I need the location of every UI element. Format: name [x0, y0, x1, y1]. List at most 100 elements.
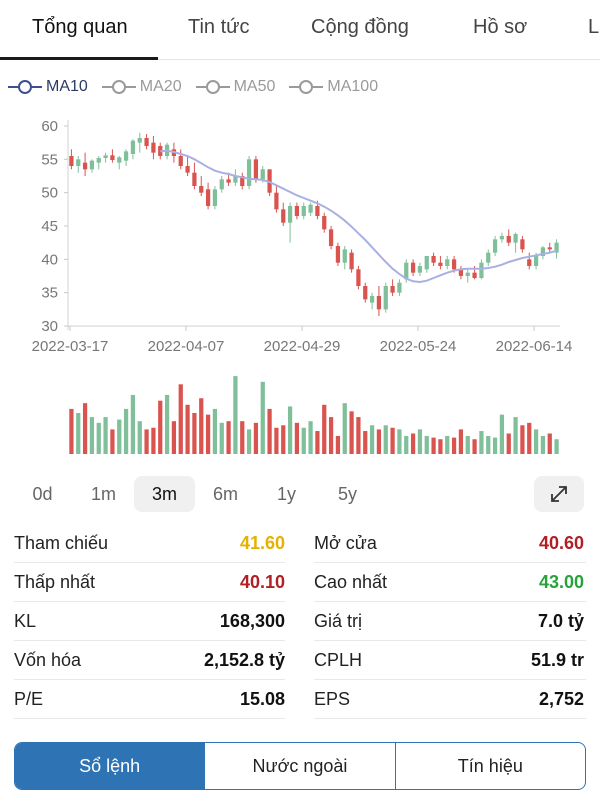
- x-tick-label: 2022-04-07: [148, 338, 225, 355]
- range-1y[interactable]: 1y: [276, 484, 296, 504]
- divider: [314, 640, 586, 641]
- candle-body: [69, 156, 74, 166]
- candle-body: [486, 252, 491, 263]
- volume-bar: [506, 433, 511, 454]
- volume-bar: [117, 419, 122, 454]
- volume-bar: [212, 408, 218, 454]
- legend-ma20[interactable]: MA20: [101, 78, 182, 96]
- range-3m[interactable]: 3m: [134, 476, 195, 512]
- stat-value-eps: 2,752: [538, 689, 584, 709]
- candle-body: [527, 259, 532, 266]
- volume-bar: [533, 429, 539, 454]
- tab-news[interactable]: Tin tức: [188, 16, 250, 38]
- legend-ma10[interactable]: MA10: [8, 78, 88, 96]
- candle-body: [390, 286, 395, 293]
- stat-value-low: 40.10: [239, 572, 285, 592]
- divider: [314, 718, 586, 719]
- volume-bar: [82, 403, 88, 454]
- y-tick-label: 50: [41, 185, 58, 202]
- tab-more[interactable]: L: [588, 16, 600, 38]
- stat-label-value: Giá trị: [314, 611, 363, 631]
- stat-value-reference: 41.60: [239, 533, 285, 553]
- segment-signals[interactable]: Tín hiệu: [394, 743, 585, 789]
- x-tick-label: 2022-03-17: [32, 338, 109, 355]
- candle-body: [335, 246, 341, 263]
- expand-chart-button[interactable]: [534, 476, 584, 512]
- candle-body: [404, 262, 409, 280]
- legend-ma50[interactable]: MA50: [195, 78, 275, 96]
- volume-bar: [164, 394, 170, 454]
- volume-bar: [520, 425, 525, 454]
- volume-bar: [328, 417, 334, 454]
- candle-body: [144, 138, 149, 146]
- candle-body: [158, 146, 163, 156]
- candle-body: [246, 159, 252, 186]
- segment-order-book[interactable]: Sổ lệnh: [15, 743, 205, 789]
- candle-body: [369, 296, 375, 303]
- candle-body: [540, 247, 546, 256]
- candle-body: [76, 159, 81, 166]
- volume-bar: [281, 425, 286, 454]
- volume-bar: [240, 421, 245, 454]
- stat-label-shares-outstanding: CPLH: [314, 650, 363, 670]
- range-selector: 0d 1m 3m 6m 1y 5y: [12, 476, 378, 512]
- price-chart[interactable]: 60 55 50 45 40 35 30 2022-03-17 2022-04-07 2022-0…: [0, 108, 600, 460]
- candle-body: [445, 259, 450, 266]
- candle-body: [458, 269, 464, 276]
- candle-body: [465, 272, 470, 276]
- volume-bar: [178, 384, 183, 454]
- y-tick-label: 35: [41, 285, 58, 302]
- candle-body: [513, 234, 518, 243]
- candle-body: [82, 162, 88, 170]
- volume-bar: [376, 429, 382, 454]
- volume-bar: [465, 435, 470, 454]
- legend-label: MA20: [139, 78, 182, 95]
- candle-body: [110, 155, 115, 160]
- volume-bar: [540, 435, 546, 454]
- volume-bar: [226, 421, 231, 454]
- legend-ma100[interactable]: MA100: [289, 78, 378, 96]
- divider: [314, 601, 586, 602]
- stat-value-pe: 15.08: [239, 689, 285, 709]
- volume-bar: [233, 376, 238, 454]
- tab-profile[interactable]: Hồ sơ: [473, 16, 528, 38]
- y-tick-label: 55: [41, 151, 58, 168]
- volume-bar: [137, 421, 142, 454]
- tab-overview[interactable]: Tổng quan: [32, 16, 128, 38]
- volume-bar: [192, 413, 197, 454]
- candle-body: [212, 189, 218, 206]
- range-6m[interactable]: 6m: [212, 484, 238, 504]
- candle-body: [294, 206, 300, 216]
- stat-label-volume: KL: [14, 611, 37, 631]
- volume-bar: [445, 435, 450, 454]
- active-tab-indicator: [0, 57, 158, 60]
- expand-arrows-icon: [551, 486, 567, 502]
- range-0d[interactable]: 0d: [32, 484, 53, 504]
- candle-body: [547, 247, 552, 250]
- volume-bar: [308, 421, 313, 454]
- candle-body: [199, 186, 204, 193]
- ma20-line-icon: [101, 80, 136, 94]
- candle-body: [342, 249, 347, 263]
- volume-bar: [363, 431, 368, 454]
- candle-body: [219, 179, 224, 190]
- candle-body: [281, 209, 286, 223]
- y-tick-label: 60: [41, 118, 58, 135]
- volume-bar: [294, 422, 300, 454]
- volume-bar: [472, 439, 477, 454]
- segment-foreign[interactable]: Nước ngoài: [204, 743, 394, 789]
- tab-community[interactable]: Cộng đồng: [311, 16, 409, 38]
- candle-body: [328, 229, 334, 246]
- candle-body: [383, 286, 388, 310]
- range-1m[interactable]: 1m: [90, 484, 116, 504]
- top-tab-bar: Tổng quan Tin tức Cộng đồng Hồ sơ L: [0, 0, 600, 60]
- volume-bar: [527, 422, 532, 454]
- range-5y[interactable]: 5y: [337, 484, 357, 504]
- divider: [14, 601, 285, 602]
- volume-bar: [342, 403, 347, 454]
- volume-bar: [267, 408, 272, 454]
- y-tick-label: 30: [41, 318, 58, 335]
- candle-body: [308, 204, 313, 213]
- candle-body: [424, 256, 429, 270]
- stat-value-high: 43.00: [538, 572, 584, 592]
